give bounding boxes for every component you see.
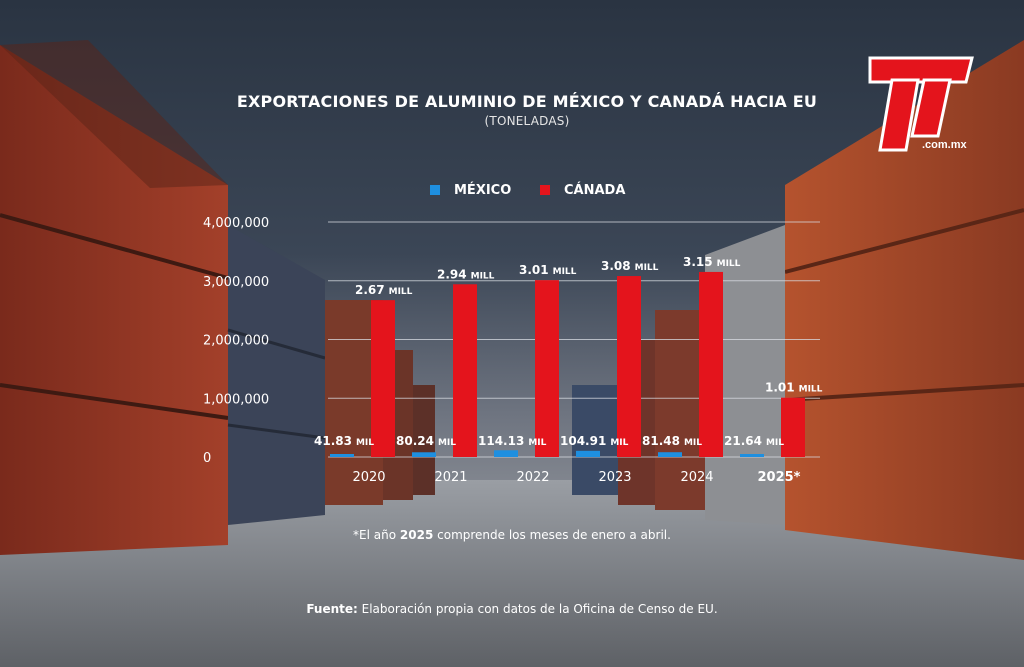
y-tick-label: 4,000,000 <box>203 216 269 231</box>
legend-swatch-mexico <box>430 185 440 195</box>
footnote-suffix: comprende los meses de enero a abril. <box>433 528 671 542</box>
x-tick-label: 2021 <box>434 470 467 485</box>
y-tick-label: 0 <box>203 451 211 466</box>
data-label-mexico: 21.64 MIL <box>724 434 784 448</box>
y-tick-label: 2,000,000 <box>203 334 269 349</box>
x-tick-label: 2024 <box>680 470 713 485</box>
bar-mexico <box>494 450 518 457</box>
x-tick-label: 2022 <box>516 470 549 485</box>
chart-title: EXPORTACIONES DE ALUMINIO DE MÉXICO Y CA… <box>236 92 818 111</box>
bar-mexico <box>412 452 436 457</box>
footnote: *El año 2025 comprende los meses de ener… <box>0 528 1024 542</box>
data-label-mexico: 80.24 MIL <box>396 434 456 448</box>
source-note: Fuente: Elaboración propia con datos de … <box>0 602 1024 616</box>
data-label-mexico: 104.91 MIL <box>560 434 629 448</box>
tyt-logo: .com.mx <box>868 56 974 152</box>
x-tick-label: 2025* <box>758 470 801 485</box>
y-tick-label: 3,000,000 <box>203 275 269 290</box>
chart-title-block: EXPORTACIONES DE ALUMINIO DE MÉXICO Y CA… <box>0 92 1024 128</box>
legend-item-canada: CÁNADA <box>540 183 625 198</box>
bar-canada <box>453 284 477 457</box>
bar-mexico <box>576 450 600 457</box>
data-label-mexico: 41.83 MIL <box>314 434 374 448</box>
x-tick-label: 2023 <box>598 470 631 485</box>
data-label-canada: 1.01 MILL <box>765 381 823 395</box>
bar-mexico <box>740 454 764 457</box>
bar-mexico <box>330 454 354 457</box>
source-label: Fuente: <box>306 602 358 616</box>
data-label-canada: 2.94 MILL <box>437 267 495 281</box>
logo-subtext: .com.mx <box>922 139 968 151</box>
data-label-canada: 3.01 MILL <box>519 263 577 277</box>
data-label-canada: 2.67 MILL <box>355 283 413 297</box>
bar-canada <box>781 397 805 457</box>
bar-canada <box>535 280 559 457</box>
bar-canada <box>617 276 641 457</box>
legend-label-mexico: MÉXICO <box>454 183 512 198</box>
legend-label-canada: CÁNADA <box>564 183 626 198</box>
source-text: Elaboración propia con datos de la Ofici… <box>357 602 718 616</box>
bar-mexico <box>658 452 682 457</box>
legend-item-mexico: MÉXICO <box>430 183 511 198</box>
y-tick-label: 1,000,000 <box>203 392 269 407</box>
data-label-mexico: 114.13 MIL <box>478 434 547 448</box>
data-label-mexico: 81.48 MIL <box>642 434 702 448</box>
bar-canada <box>371 300 395 457</box>
x-tick-label: 2020 <box>352 470 385 485</box>
data-label-canada: 3.15 MILL <box>683 255 741 269</box>
legend-swatch-canada <box>540 185 550 195</box>
footnote-year: 2025 <box>399 528 434 542</box>
data-label-canada: 3.08 MILL <box>601 259 659 273</box>
footnote-prefix: *El año <box>353 528 400 542</box>
bar-canada <box>699 271 723 457</box>
chart-subtitle: (TONELADAS) <box>484 114 570 128</box>
